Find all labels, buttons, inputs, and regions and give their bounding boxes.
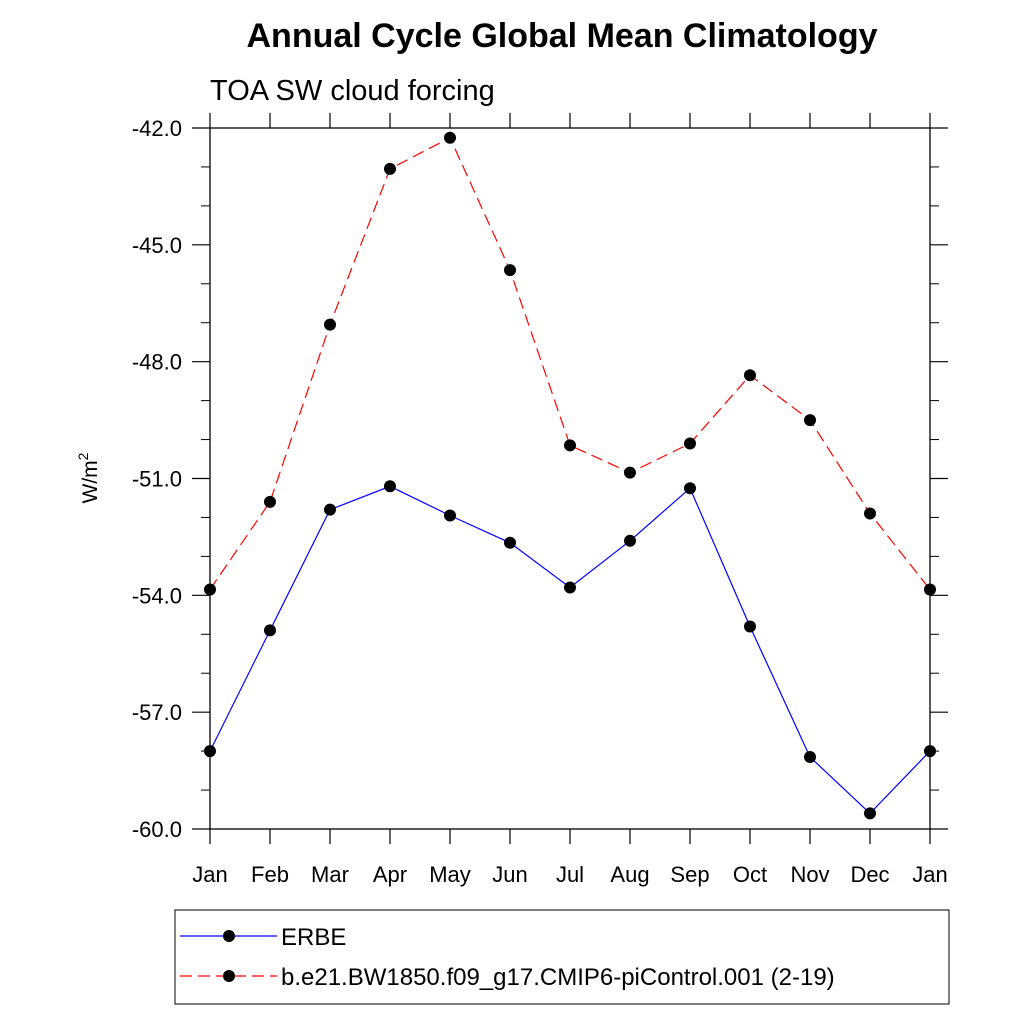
legend-swatch-marker-1 <box>223 930 235 942</box>
data-point-series-1 <box>504 536 516 549</box>
data-point-series-2 <box>744 369 756 382</box>
y-axis-label-superscript: 2 <box>75 452 91 460</box>
y-tick-label: -57.0 <box>132 700 182 725</box>
x-tick-label: Dec <box>850 862 889 887</box>
data-point-series-2 <box>564 439 576 452</box>
x-tick-label: Mar <box>311 862 349 887</box>
legend-label-2: b.e21.BW1850.f09_g17.CMIP6-piControl.001… <box>281 964 835 991</box>
y-tick-label: -42.0 <box>132 116 182 141</box>
data-point-series-1 <box>264 624 276 637</box>
data-point-series-1 <box>564 581 576 594</box>
plot-frame <box>209 127 931 830</box>
data-point-series-2 <box>924 583 936 596</box>
chart-subtitle: TOA SW cloud forcing <box>210 75 495 107</box>
data-point-series-1 <box>444 509 456 522</box>
y-tick-label: -48.0 <box>132 350 182 375</box>
x-tick-label: Jun <box>492 862 527 887</box>
y-axis-label: W/m2 <box>75 452 102 503</box>
y-axis-label-base: W/m <box>79 460 102 503</box>
data-point-series-2 <box>384 162 396 175</box>
data-point-series-1 <box>324 503 336 516</box>
x-tick-label: Jul <box>556 862 584 887</box>
series-lines <box>209 136 931 815</box>
x-tick-label: Sep <box>670 862 709 887</box>
x-tick-label: Nov <box>790 862 829 887</box>
x-tick-label: Apr <box>373 862 407 887</box>
data-point-series-2 <box>624 466 636 479</box>
data-point-series-1 <box>864 807 876 820</box>
data-point-series-1 <box>924 745 936 758</box>
data-point-series-1 <box>684 482 696 495</box>
data-point-series-2 <box>864 507 876 520</box>
x-tick-labels: Jan Feb Mar Apr May Jun Jul Aug Sep Oct Nov Dec Jan <box>192 862 947 887</box>
y-tick-label: -54.0 <box>132 583 182 608</box>
legend: ERBE b.e21.BW1850.f09_g17.CMIP6-piControl… <box>174 909 950 1005</box>
legend-label-1: ERBE <box>281 924 346 951</box>
x-tick-label: Jan <box>912 862 947 887</box>
legend-swatch-marker-2 <box>223 970 235 982</box>
y-tick-labels: -42.0 -45.0 -48.0 -51.0 -54.0 -57.0 -60.0 <box>132 116 182 842</box>
data-point-series-2 <box>804 414 816 427</box>
data-point-series-1 <box>384 480 396 493</box>
series-line-2 <box>209 136 931 590</box>
data-point-series-2 <box>684 437 696 450</box>
data-point-series-1 <box>624 534 636 547</box>
x-tick-label: Jan <box>192 862 227 887</box>
series-markers <box>204 131 936 820</box>
data-point-series-2 <box>324 318 336 331</box>
y-tick-label: -45.0 <box>132 233 182 258</box>
data-point-series-2 <box>204 583 216 596</box>
x-tick-label: May <box>429 862 471 887</box>
data-point-series-1 <box>804 750 816 763</box>
data-point-series-1 <box>744 620 756 633</box>
data-point-series-2 <box>444 131 456 144</box>
chart-title: Annual Cycle Global Mean Climatology <box>247 17 878 55</box>
y-tick-label: -60.0 <box>132 817 182 842</box>
x-tick-label: Oct <box>733 862 767 887</box>
series-line-1 <box>209 485 931 815</box>
legend-box <box>174 909 950 1005</box>
x-tick-label: Aug <box>610 862 649 887</box>
axis-ticks <box>192 113 948 844</box>
data-point-series-2 <box>504 264 516 277</box>
x-tick-label: Feb <box>251 862 289 887</box>
data-point-series-1 <box>204 745 216 758</box>
y-tick-label: -51.0 <box>132 467 182 492</box>
data-point-series-2 <box>264 495 276 508</box>
